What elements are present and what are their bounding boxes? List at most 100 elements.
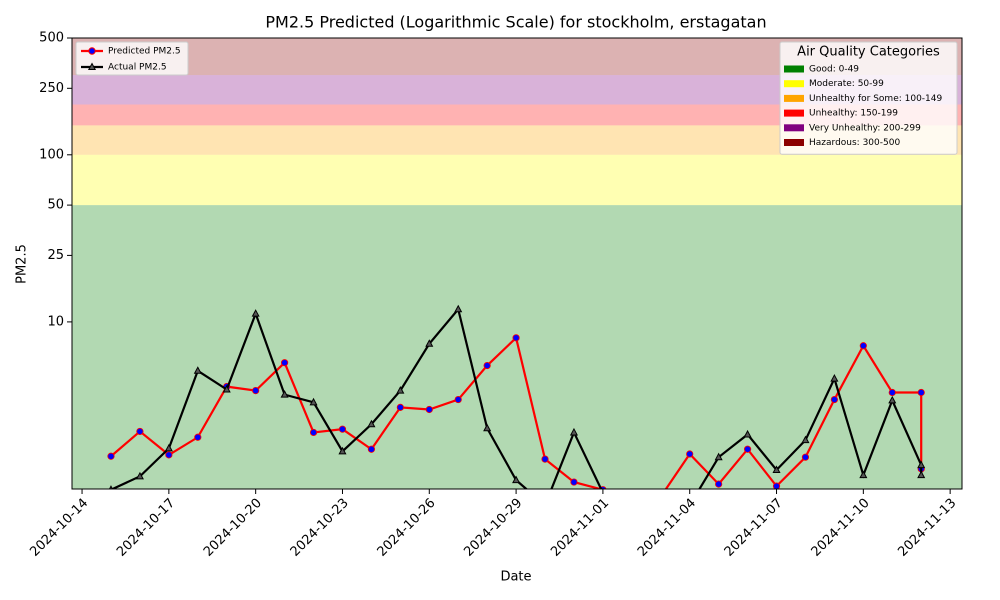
legend-swatch — [784, 65, 804, 73]
legend-title: Air Quality Categories — [797, 45, 940, 60]
point — [135, 471, 144, 480]
band — [72, 205, 962, 489]
legend-swatch — [784, 109, 804, 117]
point — [222, 384, 231, 393]
point — [252, 387, 260, 395]
legend-swatch — [784, 94, 804, 102]
x-tick-label: 2024-11-13 — [895, 496, 959, 560]
point — [917, 460, 926, 469]
point — [658, 493, 664, 499]
legend-box — [75, 41, 189, 76]
legend-swatch — [784, 124, 804, 132]
legend-label: Unhealthy for Some: 100-149 — [809, 94, 942, 104]
point — [338, 425, 347, 433]
point — [281, 359, 289, 367]
point — [108, 485, 114, 489]
point — [338, 446, 347, 455]
point — [194, 433, 202, 441]
point — [569, 427, 579, 436]
legend-label: Very Unhealthy: 200-299 — [809, 123, 921, 133]
legend-marker — [88, 47, 96, 55]
band — [72, 104, 962, 126]
x-tick-label: 2024-10-29 — [461, 496, 525, 560]
point — [570, 478, 578, 486]
point — [454, 304, 463, 313]
x-tick-label: 2024-11-07 — [722, 496, 786, 560]
x-tick-label: 2024-10-17 — [114, 496, 178, 560]
point — [164, 443, 173, 452]
point — [280, 390, 289, 398]
x-axis-label: Date — [500, 570, 531, 585]
point — [686, 450, 694, 458]
y-axis-label: PM2.5 — [15, 244, 30, 284]
legend-label: Unhealthy: 150-199 — [809, 109, 898, 119]
series-line — [110, 335, 923, 489]
point — [193, 366, 202, 374]
point — [859, 342, 867, 350]
legend-marker — [87, 62, 97, 70]
point — [483, 423, 492, 432]
point — [830, 374, 839, 382]
legend-label: Hazardous: 300-500 — [809, 138, 900, 148]
point — [425, 405, 433, 414]
x-tick-label: 2024-10-26 — [375, 496, 439, 560]
point — [859, 470, 868, 479]
legend-label: Actual PM2.5 — [108, 63, 167, 73]
chart-title: PM2.5 Predicted (Logarithmic Scale) for … — [265, 13, 766, 32]
band — [72, 154, 962, 206]
plot-area — [107, 304, 926, 529]
point — [801, 435, 810, 444]
point — [309, 428, 318, 437]
point — [917, 388, 925, 397]
point — [512, 334, 520, 342]
point — [454, 395, 462, 404]
y-tick-label: 10 — [47, 314, 64, 329]
series-line — [110, 306, 923, 489]
x-tick-label: 2024-10-20 — [201, 496, 265, 560]
point — [714, 452, 723, 461]
point — [396, 386, 405, 394]
x-tick-label: 2024-11-04 — [635, 496, 699, 560]
point — [743, 429, 752, 438]
point — [772, 465, 781, 473]
point — [251, 309, 260, 317]
point — [888, 388, 896, 397]
point — [629, 502, 635, 508]
legend-swatch — [784, 80, 804, 88]
point — [309, 397, 318, 406]
x-tick-label: 2024-10-23 — [288, 496, 352, 560]
y-tick-label: 25 — [47, 248, 64, 263]
point — [801, 453, 810, 461]
point — [367, 445, 376, 453]
point — [542, 502, 548, 508]
point — [772, 482, 781, 489]
legend-swatch — [784, 139, 804, 146]
plot-frame — [71, 37, 963, 490]
point — [541, 455, 549, 463]
x-tick-label: 2024-11-10 — [809, 496, 873, 560]
point — [425, 339, 434, 347]
legend-box — [779, 41, 958, 155]
point — [888, 395, 897, 404]
point — [629, 523, 635, 529]
point — [136, 427, 144, 436]
x-tick-label: 2024-10-14 — [27, 496, 91, 560]
y-tick-label: 500 — [39, 31, 64, 46]
point — [483, 361, 491, 370]
y-tick-label: 250 — [39, 81, 64, 96]
point — [107, 452, 115, 460]
point — [830, 395, 838, 404]
x-tick-label: 2024-11-01 — [548, 496, 612, 560]
point — [743, 445, 752, 453]
point — [917, 470, 926, 479]
y-tick-label: 50 — [47, 198, 64, 213]
point — [396, 403, 404, 411]
legend-label: Moderate: 50-99 — [809, 79, 884, 89]
point — [512, 475, 521, 484]
legend-label: Good: 0-49 — [809, 65, 859, 75]
point — [165, 451, 173, 459]
legend-label: Predicted PM2.5 — [108, 47, 181, 57]
point — [715, 480, 723, 488]
